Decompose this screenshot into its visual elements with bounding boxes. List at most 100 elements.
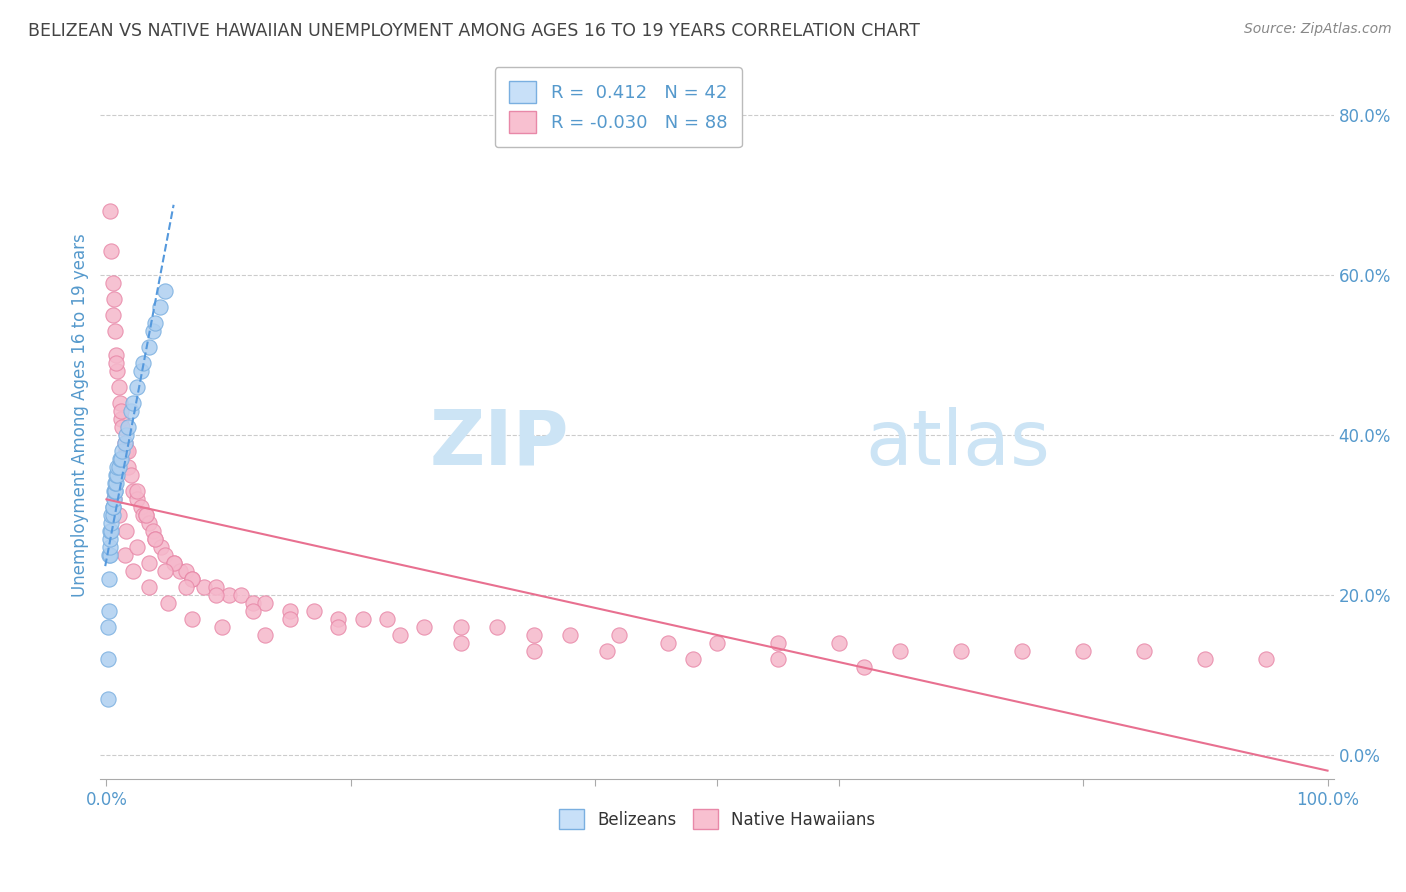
Point	[122, 396, 145, 410]
Point	[110, 412, 132, 426]
Point	[150, 540, 173, 554]
Point	[98, 203, 121, 218]
Point	[107, 459, 129, 474]
Point	[98, 548, 121, 562]
Point	[1071, 644, 1094, 658]
Point	[100, 244, 122, 258]
Point	[486, 620, 509, 634]
Point	[122, 483, 145, 498]
Point	[107, 459, 129, 474]
Point	[105, 475, 128, 490]
Point	[114, 548, 136, 562]
Point	[143, 532, 166, 546]
Point	[162, 556, 184, 570]
Point	[375, 612, 398, 626]
Point	[450, 636, 472, 650]
Point	[153, 548, 176, 562]
Point	[105, 467, 128, 482]
Point	[766, 636, 789, 650]
Point	[103, 292, 125, 306]
Point	[302, 604, 325, 618]
Point	[104, 483, 127, 498]
Point	[135, 508, 157, 522]
Point	[97, 548, 120, 562]
Point	[181, 612, 204, 626]
Point	[766, 652, 789, 666]
Point	[450, 620, 472, 634]
Point	[211, 620, 233, 634]
Point	[138, 556, 160, 570]
Point	[129, 500, 152, 514]
Point	[105, 356, 128, 370]
Point	[108, 396, 131, 410]
Point	[107, 508, 129, 522]
Point	[110, 451, 132, 466]
Point	[115, 443, 138, 458]
Point	[657, 636, 679, 650]
Point	[229, 588, 252, 602]
Point	[125, 380, 148, 394]
Point	[100, 508, 122, 522]
Point	[1011, 644, 1033, 658]
Point	[107, 380, 129, 394]
Point	[169, 564, 191, 578]
Point	[143, 316, 166, 330]
Point	[523, 644, 546, 658]
Point	[218, 588, 240, 602]
Point	[97, 692, 120, 706]
Point	[181, 572, 204, 586]
Point	[149, 300, 172, 314]
Point	[950, 644, 973, 658]
Point	[110, 404, 132, 418]
Point	[181, 572, 204, 586]
Point	[100, 516, 122, 530]
Point	[242, 604, 264, 618]
Point	[125, 540, 148, 554]
Text: BELIZEAN VS NATIVE HAWAIIAN UNEMPLOYMENT AMONG AGES 16 TO 19 YEARS CORRELATION C: BELIZEAN VS NATIVE HAWAIIAN UNEMPLOYMENT…	[28, 22, 920, 40]
Point	[117, 443, 139, 458]
Point	[105, 348, 128, 362]
Point	[104, 483, 127, 498]
Point	[138, 340, 160, 354]
Point	[852, 660, 875, 674]
Point	[132, 508, 155, 522]
Point	[97, 652, 120, 666]
Point	[120, 404, 142, 418]
Point	[101, 276, 124, 290]
Point	[107, 364, 129, 378]
Point	[278, 612, 301, 626]
Point	[122, 564, 145, 578]
Point	[142, 324, 165, 338]
Point	[125, 483, 148, 498]
Point	[328, 612, 350, 626]
Point	[143, 532, 166, 546]
Point	[101, 508, 124, 522]
Point	[560, 628, 582, 642]
Point	[108, 451, 131, 466]
Point	[242, 596, 264, 610]
Point	[97, 572, 120, 586]
Point	[104, 324, 127, 338]
Point	[1133, 644, 1156, 658]
Point	[135, 508, 157, 522]
Point	[352, 612, 374, 626]
Point	[114, 435, 136, 450]
Point	[828, 636, 851, 650]
Legend: Belizeans, Native Hawaiians: Belizeans, Native Hawaiians	[553, 803, 882, 836]
Point	[523, 628, 546, 642]
Point	[115, 524, 138, 538]
Point	[254, 596, 277, 610]
Point	[101, 500, 124, 514]
Point	[153, 564, 176, 578]
Point	[162, 556, 184, 570]
Point	[101, 500, 124, 514]
Point	[100, 524, 122, 538]
Point	[174, 580, 197, 594]
Point	[111, 419, 134, 434]
Point	[682, 652, 704, 666]
Point	[205, 588, 228, 602]
Point	[193, 580, 215, 594]
Point	[132, 356, 155, 370]
Point	[129, 364, 152, 378]
Point	[117, 419, 139, 434]
